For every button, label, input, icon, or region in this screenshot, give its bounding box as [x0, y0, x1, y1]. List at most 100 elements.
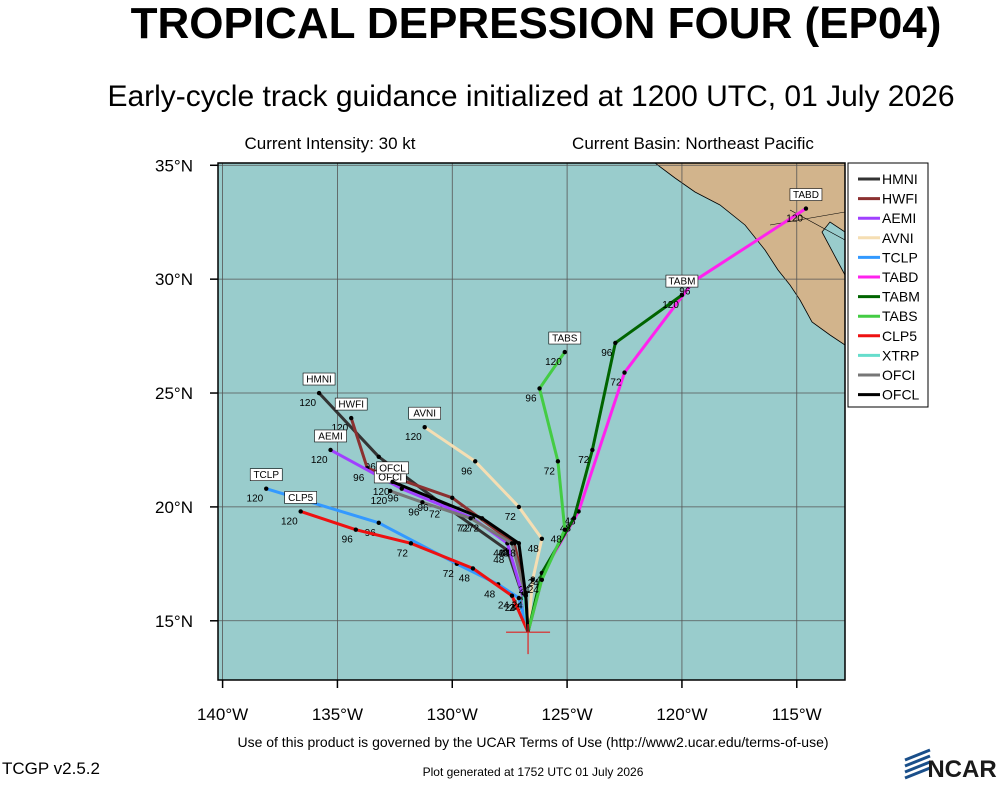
track	[391, 480, 530, 633]
hour-label: 24	[530, 576, 542, 587]
hour-label: 120	[786, 214, 803, 225]
track	[265, 487, 530, 633]
forecast-point	[390, 479, 395, 485]
legend-label: OFCL	[882, 387, 920, 403]
track-tag-label: CLP5	[288, 493, 313, 504]
x-tick-label: 135°W	[312, 705, 363, 724]
annotation: Current Basin: Northeast Pacific	[572, 134, 814, 153]
hour-label: 48	[528, 544, 540, 555]
coastline	[654, 163, 845, 346]
logo-mark	[904, 748, 931, 780]
forecast-point	[429, 495, 434, 500]
legend-label: HWFI	[882, 191, 918, 207]
hour-label: 96	[365, 462, 377, 473]
track-tag-label: OFCL	[379, 463, 406, 474]
forecast-point	[264, 486, 269, 491]
hour-label: 96	[417, 503, 429, 514]
hour-label: 96	[388, 494, 400, 505]
forecast-point	[516, 595, 522, 601]
hour-label: 96	[408, 507, 420, 518]
legend-box	[847, 162, 929, 408]
initial-position	[506, 624, 551, 655]
hour-label: 48	[459, 573, 471, 584]
hour-label: 120	[371, 496, 388, 507]
hour-label: 24	[509, 603, 521, 614]
legend-label: TABD	[882, 269, 918, 285]
version: TCGP v2.5.2	[2, 759, 100, 778]
hour-label: 48	[484, 589, 496, 600]
x-tick-label: 120°W	[656, 705, 707, 724]
legend-label: AEMI	[882, 210, 916, 226]
y-tick-label: 20°N	[155, 498, 193, 517]
hour-label: 48	[551, 535, 563, 546]
footer: Use of this product is governed by the U…	[237, 734, 828, 750]
track-tag-label: HWFI	[338, 400, 364, 411]
y-tick-label: 25°N	[155, 384, 193, 403]
forecast-point	[509, 593, 515, 598]
hour-label: 72	[578, 455, 590, 466]
x-tick-label: 115°W	[772, 705, 822, 724]
hour-label: 72	[544, 466, 556, 477]
hour-label: 48	[498, 548, 510, 559]
logo-text: NCAR	[927, 756, 996, 780]
hour-label: 72	[468, 523, 480, 534]
track-tag	[408, 406, 442, 420]
hour-label: 96	[461, 466, 473, 477]
hour-label: 120	[662, 300, 679, 311]
track-tag-label: TABM	[668, 277, 695, 288]
forecast-point	[679, 292, 685, 298]
track-tag	[302, 372, 336, 386]
forecast-point	[298, 509, 303, 514]
forecast-point	[523, 593, 528, 598]
hour-label: 48	[500, 548, 512, 559]
hour-label: 48	[493, 555, 505, 566]
hour-label: 120	[299, 398, 316, 409]
hour-label: 72	[457, 523, 469, 534]
hour-label: 72	[429, 510, 441, 521]
track-tag-label: OFCI	[378, 472, 402, 483]
track-tag	[314, 429, 347, 443]
subtitle: Early-cycle track guidance initialized a…	[107, 80, 954, 113]
forecast-point	[349, 415, 354, 421]
forecast-point	[539, 577, 545, 582]
hour-label: 48	[505, 548, 517, 559]
hour-label: 120	[405, 432, 422, 443]
hour-label: 96	[525, 393, 537, 404]
forecast-point	[376, 520, 381, 526]
legend-label: XTRP	[882, 347, 919, 363]
forecast-point	[613, 340, 618, 346]
hour-label: 96	[342, 535, 354, 546]
track-tag-label: TCLP	[253, 470, 279, 481]
x-tick-label: 130°W	[427, 705, 478, 724]
track-tag	[334, 397, 368, 411]
forecast-point	[555, 459, 561, 464]
x-tick-label: 125°W	[541, 705, 592, 724]
tracks: 24487296120HMNI24487296120HWFI2448729612…	[218, 163, 845, 680]
hour-label: 120	[545, 357, 562, 368]
forecast-point	[622, 370, 627, 375]
legend-label: TABM	[882, 289, 920, 305]
y-tick-label: 30°N	[155, 270, 193, 289]
hour-label: 96	[679, 286, 691, 297]
forecast-point	[353, 527, 359, 532]
y-tick-label: 15°N	[155, 612, 193, 631]
hour-label: 72	[459, 523, 471, 534]
hour-label: 120	[373, 487, 390, 498]
hour-label: 72	[610, 378, 622, 389]
hour-label: 96	[601, 348, 613, 359]
y-tick-label: 35°N	[155, 156, 193, 175]
track-tag-label: AEMI	[318, 431, 342, 442]
forecast-point	[562, 527, 568, 532]
forecast-point	[376, 454, 381, 460]
legend-label: TCLP	[882, 249, 918, 265]
forecast-point	[408, 541, 414, 546]
forecast-point	[422, 424, 427, 430]
generated: Plot generated at 1752 UTC 01 July 2026	[423, 765, 644, 779]
hour-label: 24	[512, 601, 524, 612]
track	[300, 510, 530, 633]
forecast-point	[590, 447, 595, 453]
annotation: Current Intensity: 30 kt	[244, 134, 415, 153]
forecast-point	[420, 500, 425, 505]
